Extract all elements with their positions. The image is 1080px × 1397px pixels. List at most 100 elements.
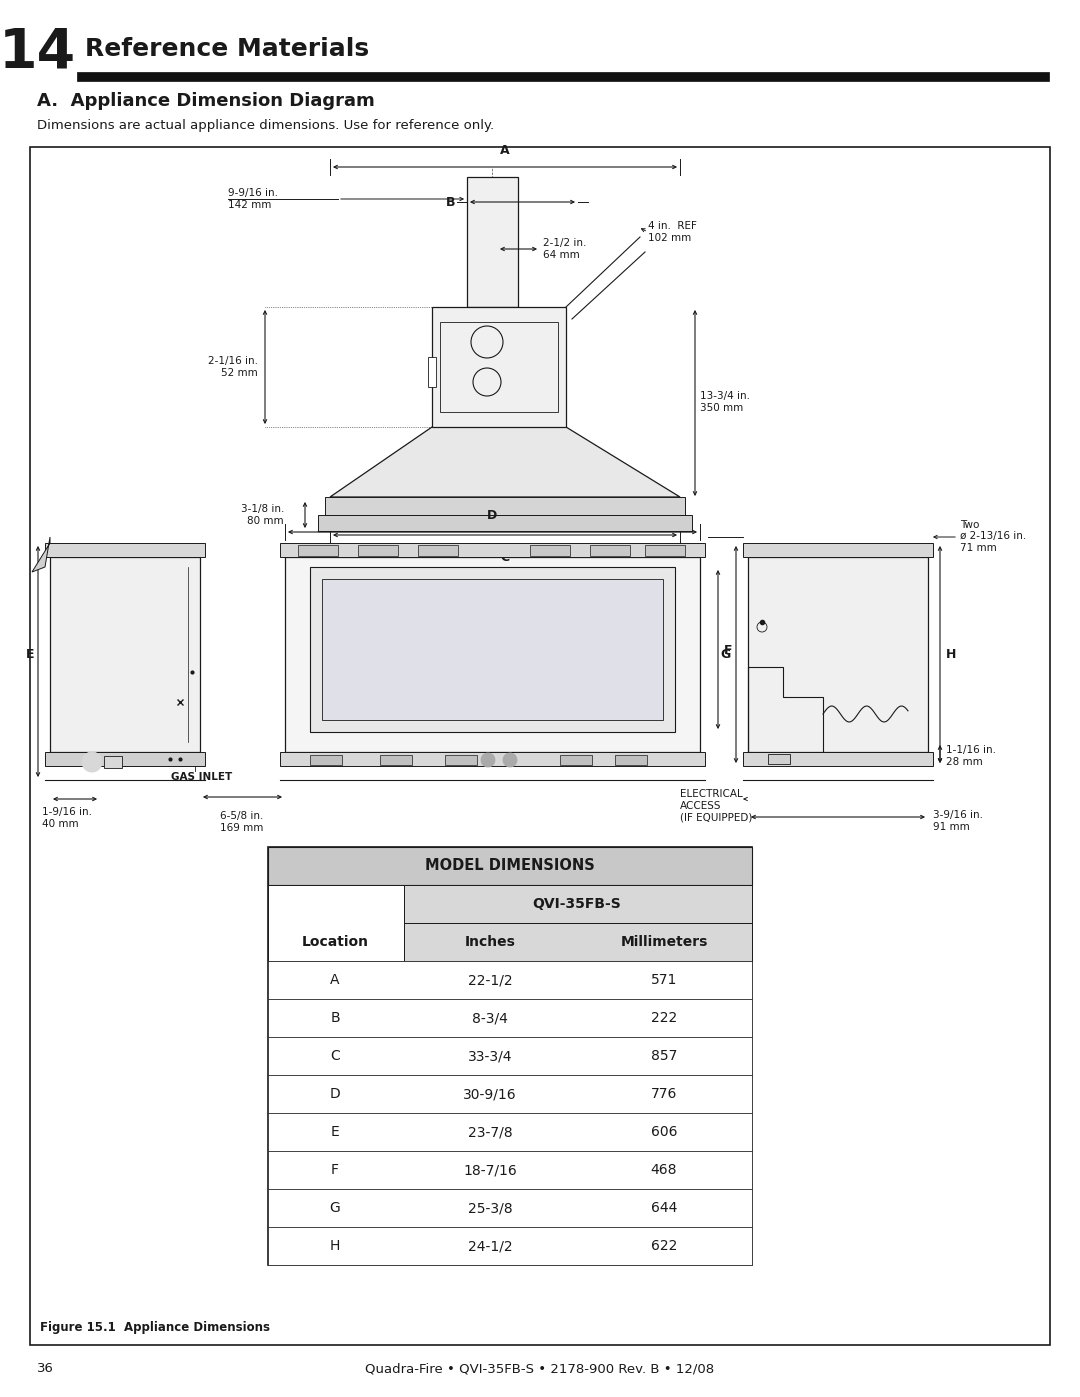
- Text: Two: Two: [960, 520, 980, 529]
- Text: Dimensions are actual appliance dimensions. Use for reference only.: Dimensions are actual appliance dimensio…: [37, 119, 495, 131]
- Text: D: D: [329, 1087, 340, 1101]
- Text: C: C: [500, 550, 510, 564]
- Bar: [268, 1037, 752, 1076]
- Text: Location: Location: [301, 935, 368, 949]
- Text: 33-3/4: 33-3/4: [468, 1049, 512, 1063]
- Bar: [325, 497, 685, 515]
- Text: 606: 606: [651, 1125, 677, 1139]
- Bar: [404, 923, 752, 961]
- Bar: [45, 543, 205, 557]
- Bar: [268, 961, 752, 999]
- Text: Quadra-Fire • QVI-35FB-S • 2178-900 Rev. B • 12/08: Quadra-Fire • QVI-35FB-S • 2178-900 Rev.…: [365, 1362, 715, 1376]
- Text: 8-3/4: 8-3/4: [472, 1011, 508, 1025]
- Bar: [445, 754, 477, 766]
- Bar: [440, 321, 558, 412]
- Text: ELECTRICAL
ACCESS
(IF EQUIPPED): ELECTRICAL ACCESS (IF EQUIPPED): [680, 789, 753, 823]
- Bar: [268, 1189, 752, 1227]
- Bar: [268, 847, 752, 1266]
- Text: Inches: Inches: [464, 935, 515, 949]
- Text: Millimeters: Millimeters: [620, 935, 707, 949]
- Bar: [748, 557, 928, 752]
- Text: 1-9/16 in.
40 mm: 1-9/16 in. 40 mm: [42, 807, 92, 828]
- Bar: [743, 752, 933, 766]
- Text: F: F: [724, 644, 732, 657]
- Bar: [268, 1113, 752, 1151]
- Text: H: H: [946, 648, 957, 662]
- Bar: [45, 752, 205, 766]
- Text: 644: 644: [651, 1201, 677, 1215]
- Text: 4 in.  REF
102 mm: 4 in. REF 102 mm: [648, 221, 697, 243]
- Text: 24-1/2: 24-1/2: [468, 1239, 512, 1253]
- Bar: [768, 754, 789, 764]
- Text: E: E: [330, 1125, 339, 1139]
- Bar: [268, 999, 752, 1037]
- Text: A: A: [500, 144, 510, 156]
- Bar: [280, 543, 705, 557]
- Text: 30-9/16: 30-9/16: [463, 1087, 517, 1101]
- Text: ø 2-13/16 in.
71 mm: ø 2-13/16 in. 71 mm: [960, 531, 1026, 553]
- Text: 25-3/8: 25-3/8: [468, 1201, 512, 1215]
- Text: C: C: [330, 1049, 340, 1063]
- Text: Reference Materials: Reference Materials: [85, 36, 369, 61]
- Bar: [285, 557, 700, 752]
- Text: 571: 571: [651, 972, 677, 988]
- Bar: [322, 578, 663, 719]
- Text: H: H: [329, 1239, 340, 1253]
- Text: 2-1/16 in.
52 mm: 2-1/16 in. 52 mm: [208, 356, 258, 377]
- Text: B: B: [446, 196, 455, 208]
- Bar: [561, 754, 592, 766]
- Text: B: B: [330, 1011, 340, 1025]
- Text: 857: 857: [651, 1049, 677, 1063]
- Bar: [428, 358, 436, 387]
- Text: 622: 622: [651, 1239, 677, 1253]
- Bar: [268, 1076, 752, 1113]
- Text: 468: 468: [651, 1162, 677, 1178]
- Text: 9-9/16 in.
142 mm: 9-9/16 in. 142 mm: [228, 189, 278, 210]
- Bar: [645, 545, 685, 556]
- Bar: [432, 307, 566, 427]
- Text: 22-1/2: 22-1/2: [468, 972, 512, 988]
- Bar: [268, 1151, 752, 1189]
- Text: GAS INLET: GAS INLET: [172, 773, 232, 782]
- Bar: [30, 147, 1050, 1345]
- Bar: [50, 557, 200, 752]
- Circle shape: [481, 753, 495, 767]
- Bar: [104, 756, 122, 768]
- Text: 14: 14: [0, 25, 76, 80]
- Bar: [268, 1227, 752, 1266]
- Text: 36: 36: [37, 1362, 54, 1376]
- Text: G: G: [329, 1201, 340, 1215]
- Bar: [590, 545, 630, 556]
- Text: 3-9/16 in.
91 mm: 3-9/16 in. 91 mm: [933, 810, 983, 831]
- Bar: [418, 545, 458, 556]
- Text: 776: 776: [651, 1087, 677, 1101]
- Text: 6-5/8 in.
169 mm: 6-5/8 in. 169 mm: [220, 812, 264, 833]
- Text: 23-7/8: 23-7/8: [468, 1125, 512, 1139]
- Bar: [268, 847, 752, 886]
- Bar: [280, 752, 705, 766]
- Text: 18-7/16: 18-7/16: [463, 1162, 517, 1178]
- Text: QVI-35FB-S: QVI-35FB-S: [532, 897, 621, 911]
- Polygon shape: [32, 536, 50, 571]
- Text: A.  Appliance Dimension Diagram: A. Appliance Dimension Diagram: [37, 92, 375, 110]
- Text: D: D: [487, 509, 497, 522]
- Text: E: E: [26, 648, 33, 662]
- Circle shape: [503, 753, 517, 767]
- Text: G: G: [720, 648, 731, 662]
- Bar: [467, 177, 518, 307]
- Text: 2-1/2 in.
64 mm: 2-1/2 in. 64 mm: [543, 239, 586, 260]
- Text: 222: 222: [651, 1011, 677, 1025]
- Circle shape: [82, 752, 102, 773]
- Bar: [318, 515, 692, 531]
- Text: MODEL DIMENSIONS: MODEL DIMENSIONS: [426, 859, 595, 873]
- Text: A: A: [330, 972, 340, 988]
- Bar: [530, 545, 570, 556]
- Bar: [357, 545, 399, 556]
- Text: 3-1/8 in.
80 mm: 3-1/8 in. 80 mm: [241, 504, 284, 525]
- Bar: [380, 754, 411, 766]
- Text: 13-3/4 in.
350 mm: 13-3/4 in. 350 mm: [700, 391, 750, 412]
- Bar: [404, 886, 752, 923]
- Text: F: F: [330, 1162, 339, 1178]
- Polygon shape: [330, 427, 680, 497]
- Text: 1-1/16 in.
28 mm: 1-1/16 in. 28 mm: [946, 745, 996, 767]
